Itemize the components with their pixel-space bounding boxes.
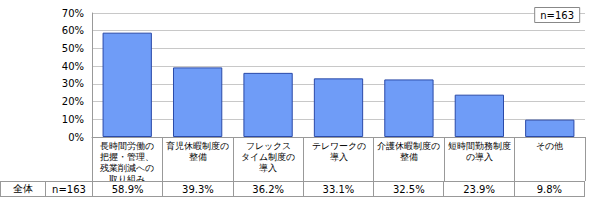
svg-text:テレワークの: テレワークの xyxy=(312,141,366,151)
html-text:全体: 全体 xyxy=(13,183,33,194)
svg-text:導入: 導入 xyxy=(330,152,348,162)
svg-text:整備: 整備 xyxy=(400,152,418,162)
svg-text:短時間勤務制度: 短時間勤務制度 xyxy=(448,141,511,151)
svg-text:導入: 導入 xyxy=(259,163,277,173)
svg-text:フレックス: フレックス xyxy=(246,141,291,151)
svg-text:育児休暇制度の: 育児休暇制度の xyxy=(166,141,229,151)
svg-text:60%: 60% xyxy=(62,25,84,36)
html-text:33.1%: 33.1% xyxy=(322,183,355,195)
svg-text:40%: 40% xyxy=(62,61,84,72)
svg-text:長時間労働の: 長時間労働の xyxy=(100,141,154,151)
svg-text:10%: 10% xyxy=(62,114,84,125)
svg-text:整備: 整備 xyxy=(189,152,207,162)
svg-text:その他: その他 xyxy=(536,141,563,151)
svg-text:20%: 20% xyxy=(62,96,84,107)
html-text:23.9%: 23.9% xyxy=(463,183,495,195)
html-text:9.8%: 9.8% xyxy=(536,183,562,195)
svg-text:残業削減への: 残業削減への xyxy=(100,163,154,173)
svg-text:n=163: n=163 xyxy=(540,10,574,21)
html-text:36.2%: 36.2% xyxy=(252,183,285,195)
svg-text:30%: 30% xyxy=(62,78,84,89)
svg-text:把握・管理、: 把握・管理、 xyxy=(100,152,154,162)
svg-text:70%: 70% xyxy=(62,8,84,19)
html-text:58.9%: 58.9% xyxy=(111,183,144,195)
html-text:39.3%: 39.3% xyxy=(182,183,214,195)
svg-text:介護休暇制度の: 介護休暇制度の xyxy=(377,141,440,151)
svg-text:タイム制度の: タイム制度の xyxy=(241,152,295,162)
html-text:n=163: n=163 xyxy=(52,183,86,195)
svg-text:取り組み: 取り組み xyxy=(109,173,146,184)
svg-text:50%: 50% xyxy=(62,43,84,54)
html-text:32.5%: 32.5% xyxy=(392,183,425,195)
svg-text:の導入: の導入 xyxy=(466,152,493,162)
svg-text:0%: 0% xyxy=(68,132,84,143)
